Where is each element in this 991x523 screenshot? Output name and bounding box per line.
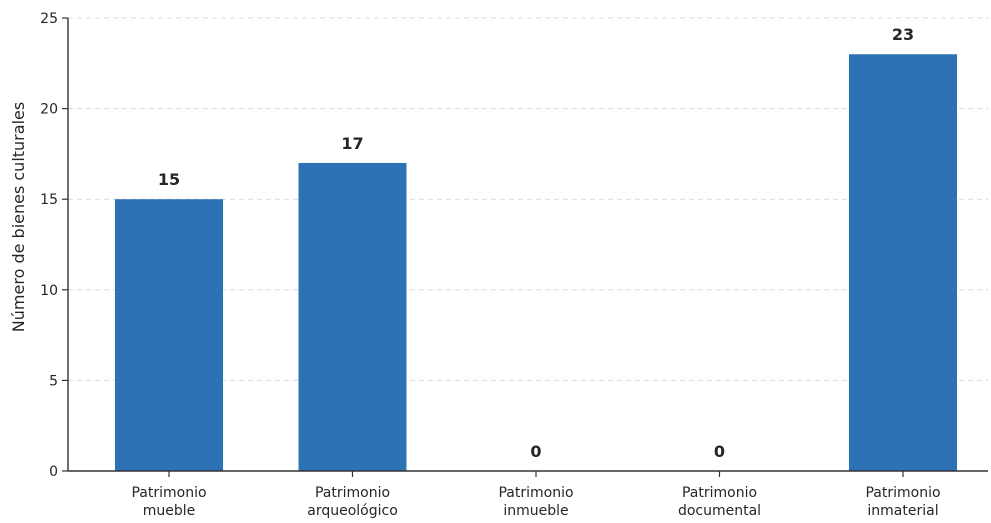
bar-value-label: 15 xyxy=(158,170,180,189)
x-category-label-line: inmaterial xyxy=(867,503,938,519)
bar xyxy=(298,162,407,471)
y-tick-label: 20 xyxy=(40,102,58,118)
x-category-label-line: Patrimonio xyxy=(131,485,206,501)
x-category-label-line: Patrimonio xyxy=(315,485,390,501)
y-tick-label: 0 xyxy=(49,464,58,480)
x-category-label: Patrimonio inmaterial xyxy=(865,485,940,519)
y-tick-label: 10 xyxy=(40,283,58,299)
x-category-label-line: Patrimonio xyxy=(498,485,573,501)
bar xyxy=(115,199,223,471)
y-tick-label: 5 xyxy=(49,373,58,389)
y-axis-title: Número de bienes culturales xyxy=(9,102,28,332)
x-category-label-line: Patrimonio xyxy=(682,485,757,501)
x-category-label-line: Patrimonio xyxy=(865,485,940,501)
y-tick-label: 25 xyxy=(40,11,58,27)
value-labels: 15 17 0 0 23 xyxy=(158,25,914,461)
axes xyxy=(67,18,988,472)
y-tick-label: 15 xyxy=(40,192,58,208)
bars xyxy=(115,54,957,472)
x-category-label: Patrimonio documental xyxy=(678,485,761,519)
x-category-label-line: mueble xyxy=(143,503,196,519)
bar-value-label: 0 xyxy=(530,442,541,461)
x-category-label: Patrimonio arqueológico xyxy=(307,485,398,519)
y-ticks: 0 5 10 15 20 25 xyxy=(40,11,68,480)
bar-value-label: 17 xyxy=(341,134,363,153)
bar xyxy=(849,54,957,472)
x-category-label-line: arqueológico xyxy=(307,503,398,519)
bar-value-label: 0 xyxy=(714,442,725,461)
x-category-label: Patrimonio inmueble xyxy=(498,485,573,519)
x-category-label: Patrimonio mueble xyxy=(131,485,206,519)
x-category-label-line: documental xyxy=(678,503,761,519)
bar-value-label: 23 xyxy=(892,25,914,44)
x-category-label-line: inmueble xyxy=(503,503,568,519)
